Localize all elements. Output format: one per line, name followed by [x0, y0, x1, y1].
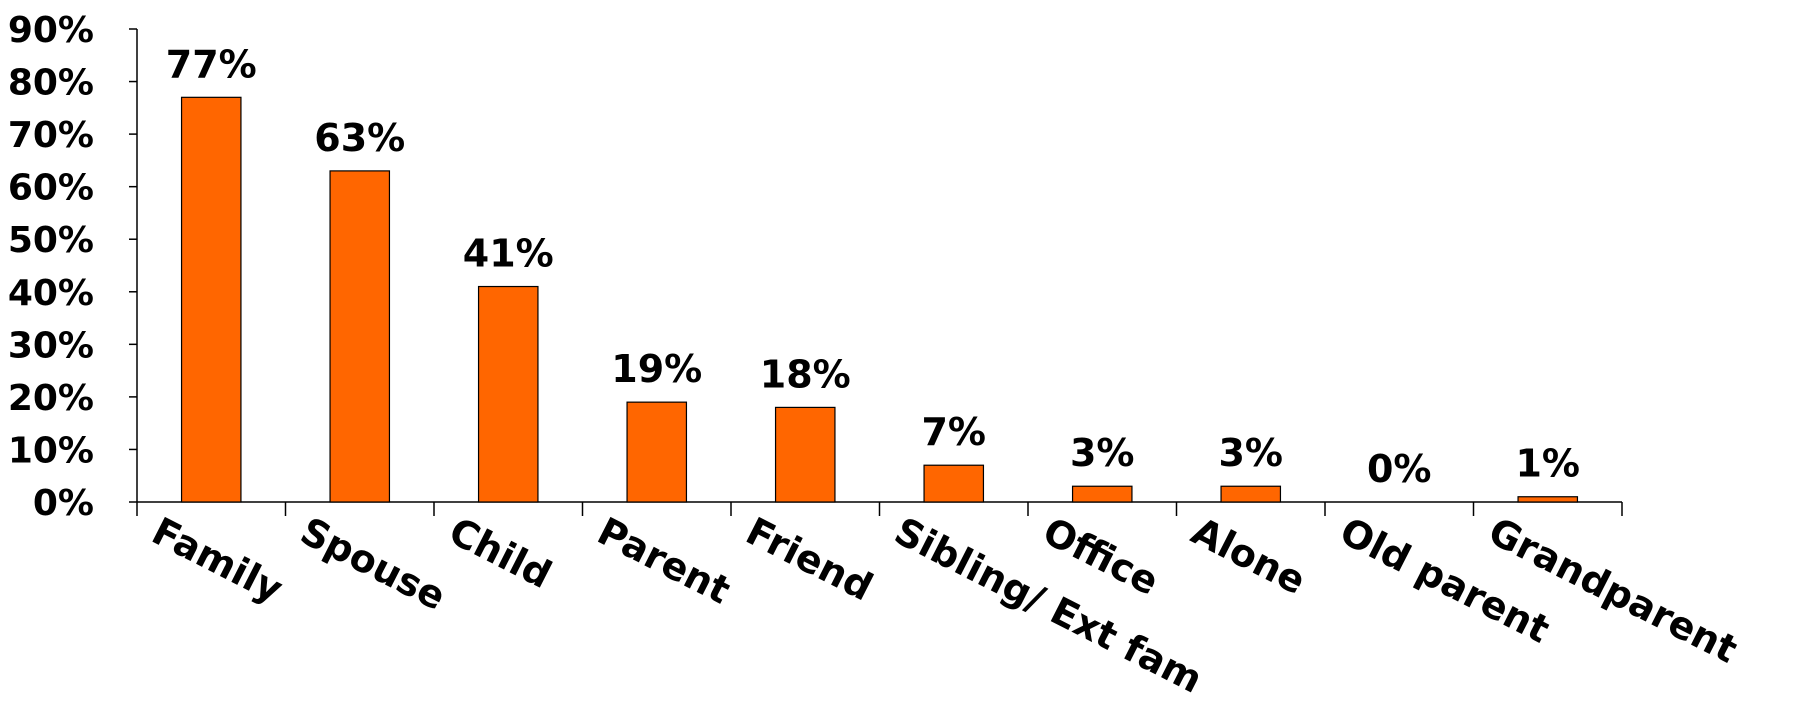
x-axis	[136, 501, 1623, 516]
data-label: 1%	[1515, 442, 1580, 486]
bar-2	[477, 285, 539, 503]
data-label: 18%	[760, 352, 851, 396]
y-tick-label: 70%	[8, 115, 94, 156]
data-label: 0%	[1367, 447, 1432, 491]
y-tick-label: 40%	[8, 273, 94, 314]
data-label: 63%	[314, 116, 405, 160]
category-label: Grandparent	[1482, 509, 1745, 672]
data-label: 77%	[166, 42, 257, 86]
category-label: Child	[442, 509, 558, 597]
data-label: 7%	[921, 410, 986, 454]
data-labels: 77% 63% 41% 19% 18% 7% 3% 3% 0% 1%	[166, 42, 1580, 491]
y-tick-label: 90%	[8, 10, 94, 51]
y-tick-label: 20%	[8, 378, 94, 419]
category-label: Alone	[1185, 509, 1313, 603]
bar-5	[923, 464, 985, 503]
y-axis: 0% 10% 20% 30% 40% 50% 60% 70% 80% 90%	[8, 10, 138, 524]
category-label: Parent	[591, 509, 738, 613]
y-tick-label: 50%	[8, 220, 94, 261]
bar-7	[1220, 485, 1282, 503]
data-label: 3%	[1218, 431, 1283, 475]
y-tick-label: 10%	[8, 430, 94, 471]
bars	[180, 96, 1579, 503]
y-tick-label: 30%	[8, 325, 94, 366]
bar-6	[1071, 485, 1133, 503]
y-tick-label: 80%	[8, 63, 94, 104]
bar-3	[626, 401, 688, 503]
bar-1	[329, 170, 391, 503]
category-label: Spouse	[294, 509, 453, 619]
data-label: 19%	[611, 347, 702, 391]
category-label: Family	[145, 509, 290, 612]
data-label: 3%	[1070, 431, 1135, 475]
bar-9	[1517, 496, 1579, 503]
bar-4	[774, 406, 836, 503]
category-label: Friend	[739, 509, 880, 610]
bar-0	[180, 96, 242, 503]
y-tick-label: 60%	[8, 168, 94, 209]
data-label: 41%	[463, 232, 554, 276]
y-tick-label: 0%	[33, 483, 94, 524]
